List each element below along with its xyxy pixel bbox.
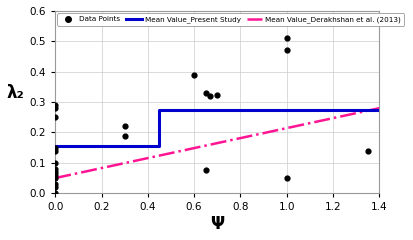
- Point: [52, 167, 58, 171]
- Legend: Data Points, Mean Value_Present Study, Mean Value_Derakhshan et al. (2013): Data Points, Mean Value_Present Study, M…: [57, 13, 403, 26]
- X-axis label: Ψ: Ψ: [210, 215, 224, 233]
- Y-axis label: λ₂: λ₂: [7, 84, 25, 102]
- Point: [282, 36, 289, 40]
- Point: [206, 94, 213, 98]
- Point: [52, 191, 58, 195]
- Point: [52, 103, 58, 107]
- Point: [202, 91, 209, 95]
- Point: [52, 173, 58, 177]
- Point: [190, 73, 197, 77]
- Point: [52, 176, 58, 180]
- Point: [363, 149, 370, 153]
- Point: [52, 161, 58, 165]
- Point: [52, 185, 58, 189]
- Point: [52, 149, 58, 153]
- Point: [52, 170, 58, 174]
- Point: [52, 182, 58, 186]
- Point: [121, 125, 128, 128]
- Point: [282, 176, 289, 180]
- Point: [52, 146, 58, 150]
- Point: [214, 93, 220, 96]
- Point: [52, 115, 58, 119]
- Point: [202, 168, 209, 172]
- Point: [52, 106, 58, 110]
- Point: [282, 48, 289, 52]
- Point: [121, 134, 128, 138]
